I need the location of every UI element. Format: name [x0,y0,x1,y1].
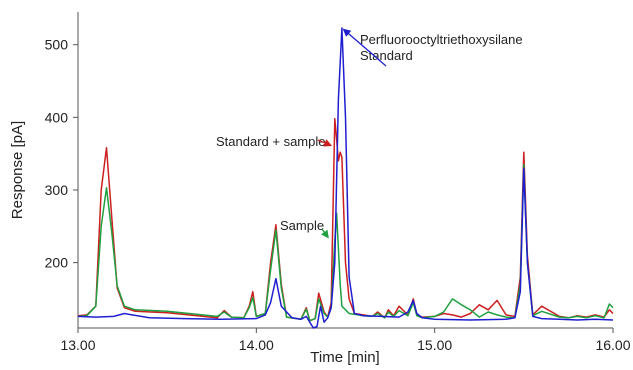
x-tick-label: 14.00 [239,337,274,353]
series-line-3 [77,27,614,329]
annotation-sample-text: Sample [280,218,324,233]
y-tick-label: 200 [45,255,69,271]
y-axis-title: Response [pA] [9,121,26,219]
ticks-layer: 13.00 14.00 15.00 16.00 200 300 400 500 [45,37,631,353]
annotation-standard-sample-arrow [317,139,333,147]
series-layer [77,27,614,329]
y-tick-label: 400 [45,109,69,125]
x-tick-label: 16.00 [595,337,630,353]
x-tick-label: 13.00 [60,337,95,353]
annotation-standard-text: Perfluorooctyltriethoxysilane [360,32,523,47]
y-tick-label: 300 [45,182,69,198]
y-tick-label: 500 [45,37,69,53]
x-tick-label: 15.00 [417,337,452,353]
annotation-sample-arrow [320,228,329,239]
annotation-standard-sample-text: Standard + sample [216,134,325,149]
x-axis-title: Time [min] [310,349,379,365]
annotation-standard-text: Standard [360,48,413,63]
annotation-standard-arrow [342,28,387,67]
